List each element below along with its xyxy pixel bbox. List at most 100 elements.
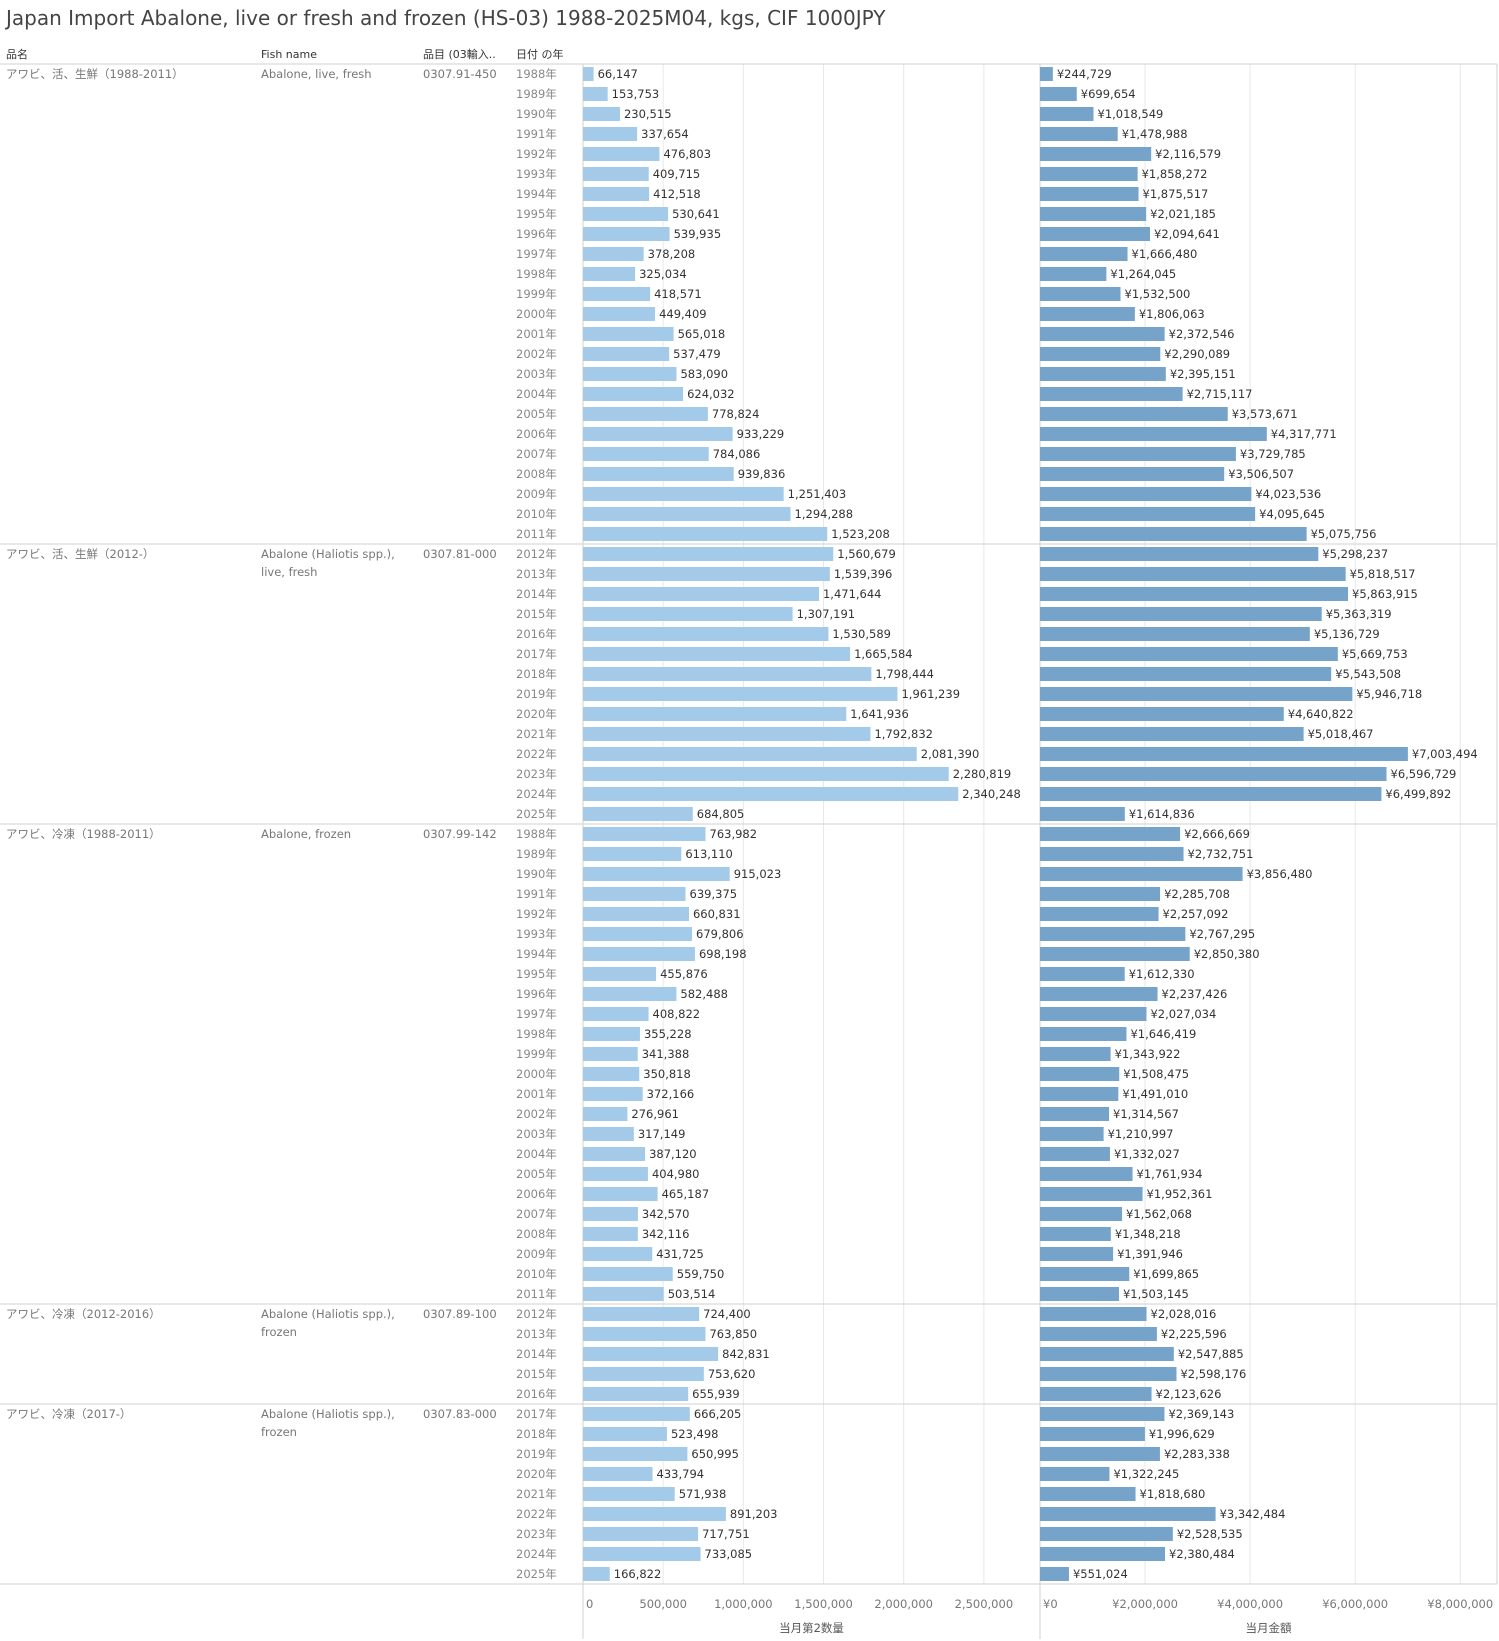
value-data-label: ¥2,285,708 — [1164, 887, 1230, 901]
value-bar — [1040, 107, 1094, 121]
year-label: 2003年 — [516, 1127, 557, 1141]
qty-data-label: 842,831 — [722, 1347, 770, 1361]
value-data-label: ¥1,491,010 — [1122, 1087, 1188, 1101]
year-label: 1993年 — [516, 927, 557, 941]
value-bar — [1040, 1547, 1166, 1561]
qty-bar — [583, 1527, 699, 1541]
value-data-label: ¥1,858,272 — [1142, 167, 1208, 181]
value-data-label: ¥1,875,517 — [1143, 187, 1209, 201]
group-3: アワビ、冷凍（1988-2011） Abalone, frozen 0307.99-… — [0, 827, 1497, 1305]
qty-bar — [583, 287, 651, 301]
fish-name: Abalone, live, fresh — [261, 67, 372, 81]
qty-bar — [583, 127, 638, 141]
value-data-label: ¥4,095,645 — [1259, 507, 1325, 521]
qty-data-label: 613,110 — [685, 847, 733, 861]
value-data-label: ¥2,225,596 — [1161, 1327, 1227, 1341]
qty-data-label: 378,208 — [648, 247, 696, 261]
year-label: 2003年 — [516, 367, 557, 381]
year-label: 2008年 — [516, 467, 557, 481]
header-code: 品目 (03輸入.. — [423, 47, 496, 61]
value-bar — [1040, 627, 1310, 641]
value-bar — [1040, 447, 1236, 461]
year-label: 2000年 — [516, 1067, 557, 1081]
year-label: 2025年 — [516, 1567, 557, 1581]
value-bar — [1040, 467, 1225, 481]
qty-bar — [583, 507, 791, 521]
qty-bar — [583, 1427, 667, 1441]
gridlines — [0, 63, 1498, 1639]
qty-bar — [583, 1107, 628, 1121]
qty-bar — [583, 487, 784, 501]
value-bar — [1040, 1287, 1119, 1301]
value-bar — [1040, 387, 1183, 401]
year-label: 2017年 — [516, 1407, 557, 1421]
value-bar — [1040, 1467, 1110, 1481]
qty-bar — [583, 907, 689, 921]
qty-bar — [583, 1067, 640, 1081]
value-data-label: ¥2,094,641 — [1154, 227, 1220, 241]
qty-data-label: 1,307,191 — [797, 607, 856, 621]
year-label: 2022年 — [516, 1507, 557, 1521]
qty-bar — [583, 167, 649, 181]
group-1: アワビ、活、生鮮（1988-2011） Abalone, live, fresh 0… — [0, 67, 1497, 545]
qty-bar — [583, 1207, 638, 1221]
value-bar — [1040, 847, 1184, 861]
value-data-label: ¥2,528,535 — [1177, 1527, 1243, 1541]
value-bar — [1040, 707, 1284, 721]
year-label: 2020年 — [516, 707, 557, 721]
value-data-label: ¥1,503,145 — [1123, 1287, 1189, 1301]
value-data-label: ¥1,210,997 — [1108, 1127, 1174, 1141]
qty-bar — [583, 307, 656, 321]
product-name: アワビ、冷凍（2017-） — [6, 1407, 131, 1421]
value-bar — [1040, 1087, 1119, 1101]
year-label: 2007年 — [516, 1207, 557, 1221]
year-label: 1991年 — [516, 887, 557, 901]
value-bar — [1040, 1307, 1147, 1321]
qty-data-label: 1,539,396 — [834, 567, 893, 581]
qty-data-label: 565,018 — [678, 327, 726, 341]
qty-bar — [583, 707, 847, 721]
qty-data-label: 2,280,819 — [953, 767, 1012, 781]
value-data-label: ¥2,257,092 — [1163, 907, 1229, 921]
value-bar — [1040, 1267, 1130, 1281]
year-label: 2021年 — [516, 1487, 557, 1501]
qty-bar — [583, 347, 670, 361]
qty-tick-label: 0 — [586, 1597, 593, 1611]
qty-bar — [583, 1467, 653, 1481]
qty-tick-label: 2,500,000 — [955, 1597, 1014, 1611]
qty-bar — [583, 1567, 610, 1581]
qty-data-label: 583,090 — [680, 367, 728, 381]
qty-bar — [583, 947, 695, 961]
value-tick-label: ¥2,000,000 — [1112, 1597, 1178, 1611]
value-bar — [1040, 87, 1077, 101]
qty-data-label: 455,876 — [660, 967, 708, 981]
year-label: 2002年 — [516, 1107, 557, 1121]
year-label: 1989年 — [516, 87, 557, 101]
year-label: 2010年 — [516, 1267, 557, 1281]
value-bar — [1040, 607, 1322, 621]
qty-data-label: 537,479 — [673, 347, 721, 361]
qty-bar — [583, 967, 657, 981]
value-data-label: ¥2,666,669 — [1184, 827, 1250, 841]
year-label: 2004年 — [516, 1147, 557, 1161]
year-label: 1993年 — [516, 167, 557, 181]
fish-name: frozen — [261, 1325, 297, 1339]
value-data-label: ¥2,850,380 — [1194, 947, 1260, 961]
value-bar — [1040, 547, 1319, 561]
value-bar — [1040, 967, 1125, 981]
qty-data-label: 230,515 — [624, 107, 672, 121]
year-label: 1988年 — [516, 827, 557, 841]
value-data-label: ¥1,532,500 — [1125, 287, 1191, 301]
value-data-label: ¥4,023,536 — [1255, 487, 1321, 501]
year-label: 2025年 — [516, 807, 557, 821]
value-bar — [1040, 1187, 1143, 1201]
year-label: 2013年 — [516, 567, 557, 581]
value-data-label: ¥4,640,822 — [1288, 707, 1354, 721]
year-label: 2009年 — [516, 1247, 557, 1261]
value-bar — [1040, 827, 1181, 841]
value-axis-title: 当月金額 — [1246, 1621, 1292, 1635]
year-label: 1999年 — [516, 287, 557, 301]
value-bar — [1040, 487, 1252, 501]
year-label: 2016年 — [516, 627, 557, 641]
year-label: 2007年 — [516, 447, 557, 461]
